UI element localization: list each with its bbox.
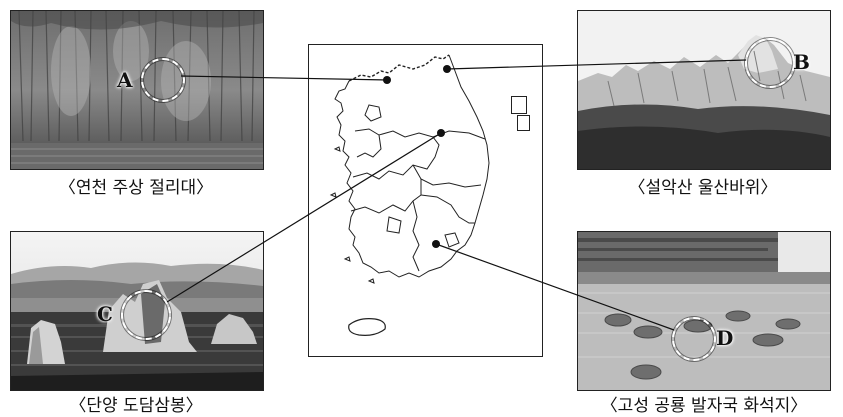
marker-circle-a: [141, 58, 185, 102]
caption-yeoncheon: 〈연천 주상 절리대〉: [58, 178, 214, 198]
marker-circle-c: [121, 290, 171, 340]
caption-seoraksan: 〈설악산 울산바위〉: [628, 178, 778, 198]
island-inset-box-small: [517, 115, 530, 131]
photo-goseong-dinosaur-footprints: [577, 231, 831, 391]
photo-seoraksan-ulsanbawi: [577, 10, 831, 170]
marker-label-b: B: [793, 50, 810, 74]
photo-yeoncheon-columnar-joints: [10, 10, 264, 170]
marker-label-a: A: [117, 68, 133, 92]
marker-circle-b: [745, 38, 795, 88]
caption-danyang: 〈단양 도담삼봉〉: [69, 396, 203, 416]
marker-label-d: D: [716, 326, 734, 350]
korea-map: [329, 54, 490, 336]
island-inset-box: [511, 96, 527, 114]
marker-circle-d: [672, 317, 716, 361]
caption-goseong: 〈고성 공룡 발자국 화석지〉: [600, 396, 808, 416]
korea-map-frame: [308, 44, 543, 357]
marker-label-c: C: [97, 302, 113, 326]
